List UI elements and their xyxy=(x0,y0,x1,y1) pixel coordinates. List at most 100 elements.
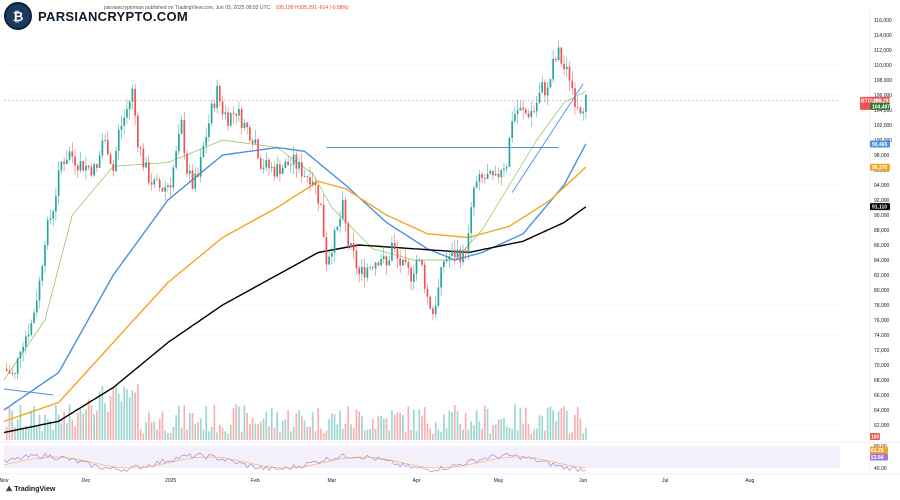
candle-body xyxy=(120,125,123,130)
volume-bar xyxy=(489,433,492,440)
volume-bar xyxy=(552,410,554,440)
candle-body xyxy=(8,370,11,374)
volume-bar xyxy=(87,399,90,440)
price-tick-label: 74,000 xyxy=(874,333,890,339)
volume-bar xyxy=(279,431,281,440)
volume-bar xyxy=(147,411,150,440)
candle-body xyxy=(197,173,199,177)
volume-bar xyxy=(339,410,341,440)
tradingview-logo[interactable]: ⟁ TradingView xyxy=(6,486,56,493)
candle-body xyxy=(519,107,522,111)
candle-body xyxy=(71,151,74,157)
candle-body xyxy=(188,170,191,174)
price-tick-label: 70,000 xyxy=(874,363,890,369)
volume-bar xyxy=(544,430,546,440)
candle-body xyxy=(347,223,350,247)
volume-bar xyxy=(19,404,22,440)
candle-body xyxy=(158,179,161,188)
volume-bar xyxy=(191,412,194,440)
candle-body xyxy=(281,167,284,175)
candle-body xyxy=(240,109,243,128)
candle-body xyxy=(483,177,486,179)
candle-body xyxy=(377,262,380,266)
volume-bar xyxy=(361,416,363,440)
candle-body xyxy=(33,312,35,323)
candle-body xyxy=(325,237,328,265)
price-axis[interactable]: 62,000 64,000 66,000 68,000 70,000 72,000 74,0… xyxy=(869,10,892,470)
price-tick-label: 90,000 xyxy=(874,213,890,219)
price-badges: 105,291BTCUSD15:56:05104,48799,46596,370… xyxy=(860,96,892,461)
volume-bar xyxy=(391,410,393,440)
volume-bar xyxy=(246,412,248,440)
candle-body xyxy=(514,114,516,122)
candle-body xyxy=(432,308,434,315)
candle-body xyxy=(30,322,33,335)
volume-bar xyxy=(456,411,459,440)
candle-body xyxy=(393,242,396,249)
rsi-badge-value: 53.84 xyxy=(871,455,884,461)
candle-body xyxy=(101,140,104,156)
candle-body xyxy=(486,173,489,179)
candle-body xyxy=(350,243,352,247)
volume-bar xyxy=(524,407,527,440)
volume-bar xyxy=(560,408,563,440)
candle-body xyxy=(560,47,563,64)
candle-body xyxy=(44,244,46,267)
candle-body xyxy=(238,109,240,116)
candle-body xyxy=(382,256,385,260)
candle-body xyxy=(183,120,186,154)
volume-bar xyxy=(582,433,585,440)
candle-body xyxy=(186,153,188,174)
candle-body xyxy=(524,109,527,114)
candle-body xyxy=(494,173,497,176)
volume-bar xyxy=(38,414,41,440)
candle-body xyxy=(298,162,300,169)
month-tick-label: Aug xyxy=(745,478,754,484)
candle-body xyxy=(546,87,549,96)
volume-bar xyxy=(410,429,412,440)
volume-bar xyxy=(385,418,388,440)
candle-body xyxy=(142,148,145,168)
volume-bar xyxy=(295,413,298,440)
volume-bar xyxy=(197,422,199,440)
volume-bar xyxy=(259,421,262,440)
volume-bar xyxy=(478,421,481,440)
time-axis[interactable]: Nov Dec 2025 Feb Mar Apr May Jun Jul Aug xyxy=(0,473,900,484)
volume-bar xyxy=(333,414,336,440)
candle-body xyxy=(290,164,292,166)
rsi-badge xyxy=(870,446,888,454)
price-badge xyxy=(870,203,890,211)
volume-bar xyxy=(142,433,145,440)
volume-badge xyxy=(870,433,880,440)
volume-bar xyxy=(557,411,560,440)
volume-bar xyxy=(522,423,524,440)
volume-bar xyxy=(432,433,434,440)
volume-bar xyxy=(131,390,134,440)
candle-body xyxy=(516,110,519,115)
price-tick-label: 98,000 xyxy=(874,153,890,159)
candle-body xyxy=(555,58,557,61)
volume-bar xyxy=(202,429,205,440)
candle-body xyxy=(317,185,320,204)
candle-body xyxy=(194,173,197,189)
candle-body xyxy=(150,182,153,185)
candle-body xyxy=(505,166,508,169)
candle-body xyxy=(19,351,22,359)
candle-body xyxy=(309,176,311,185)
candle-body xyxy=(295,154,298,169)
volume-bar xyxy=(325,430,328,440)
candle-body xyxy=(456,249,459,258)
candle-body xyxy=(527,113,530,118)
volume-bar xyxy=(238,406,240,440)
candle-body xyxy=(243,122,246,128)
candle-body xyxy=(175,151,177,168)
candle-body xyxy=(341,199,344,219)
volume-bar xyxy=(115,387,117,440)
candle-body xyxy=(268,159,270,169)
sma100-line xyxy=(3,166,587,422)
candle-body xyxy=(391,242,393,261)
volume-bar xyxy=(437,429,440,440)
volume-bar xyxy=(74,426,76,440)
candle-body xyxy=(22,346,24,352)
